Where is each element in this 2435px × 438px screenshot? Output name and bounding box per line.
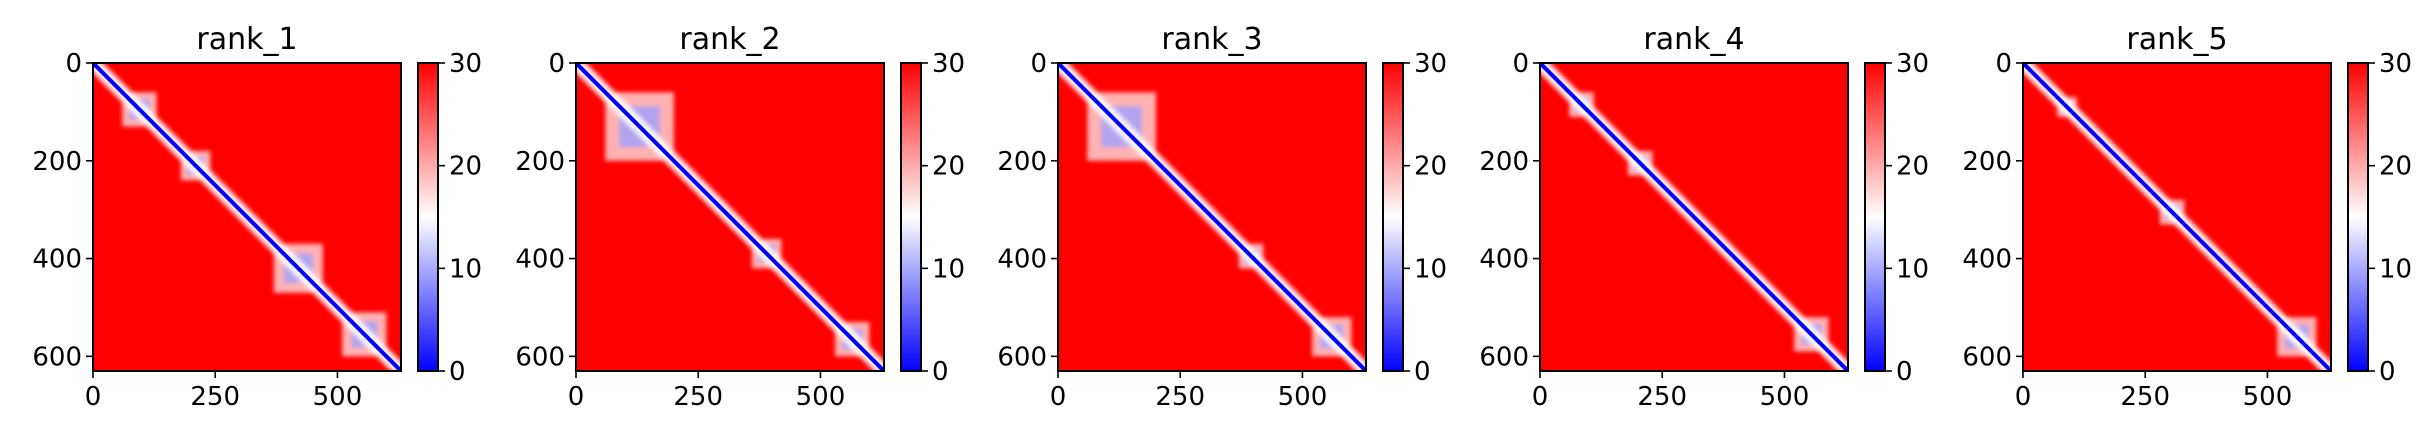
- plot-frame: [2022, 62, 2332, 372]
- y-tick-label: 400: [1479, 245, 1529, 275]
- y-tick-label: 0: [1512, 49, 1529, 79]
- colorbar-tick-label: 20: [932, 152, 965, 182]
- x-tick-label: 250: [2120, 382, 2170, 412]
- colorbar-tick-label: 0: [1414, 357, 1431, 387]
- colorbar-frame: [1864, 62, 1886, 372]
- x-tick-label: 500: [313, 382, 363, 412]
- y-tick-label: 600: [32, 342, 82, 372]
- diagonal-line: [1540, 63, 1848, 371]
- x-tick-label: 500: [1760, 382, 1810, 412]
- x-tick-label: 0: [568, 382, 585, 412]
- x-tick-label: 0: [1050, 382, 1067, 412]
- colorbar: [1865, 63, 1885, 371]
- colorbar-tick-label: 30: [449, 49, 482, 79]
- colorbar: [418, 63, 438, 371]
- x-tick-label: 500: [2243, 382, 2293, 412]
- y-tick-label: 600: [515, 342, 565, 372]
- plot-frame: [1539, 62, 1849, 372]
- x-tick-label: 500: [1278, 382, 1328, 412]
- diagonal-line: [576, 63, 884, 371]
- colorbar-frame: [2347, 62, 2369, 372]
- colorbar-tick-label: 20: [1896, 152, 1929, 182]
- y-tick-label: 600: [1962, 342, 2012, 372]
- y-tick-label: 200: [1479, 147, 1529, 177]
- x-tick-label: 0: [2015, 382, 2032, 412]
- panel-title: rank_4: [1643, 22, 1744, 57]
- colorbar-tick-label: 20: [449, 152, 482, 182]
- heatmap-image: [576, 63, 884, 371]
- x-tick-label: 0: [85, 382, 102, 412]
- plot-frame: [1057, 62, 1367, 372]
- colorbar-tick-label: 30: [1896, 49, 1929, 79]
- colorbar-frame: [1382, 62, 1404, 372]
- y-tick-label: 400: [1962, 245, 2012, 275]
- colorbar-tick-label: 0: [449, 357, 466, 387]
- colorbar-tick-label: 0: [932, 357, 949, 387]
- x-tick-label: 500: [796, 382, 846, 412]
- diagonal-line: [2023, 63, 2331, 371]
- colorbar-tick-label: 20: [1414, 152, 1447, 182]
- x-tick-label: 250: [190, 382, 240, 412]
- heatmap-image: [93, 63, 401, 371]
- y-tick-label: 400: [515, 245, 565, 275]
- y-tick-label: 200: [1962, 147, 2012, 177]
- plot-frame: [575, 62, 885, 372]
- colorbar-tick-label: 30: [2379, 49, 2412, 79]
- colorbar-frame: [900, 62, 922, 372]
- plot-frame: [92, 62, 402, 372]
- diagonal-line: [93, 63, 401, 371]
- y-tick-label: 0: [1030, 49, 1047, 79]
- colorbar-tick-label: 10: [932, 254, 965, 284]
- y-tick-label: 400: [997, 245, 1047, 275]
- panel-title: rank_1: [196, 22, 297, 57]
- colorbar-tick-label: 30: [932, 49, 965, 79]
- colorbar: [901, 63, 921, 371]
- diagonal-line: [1058, 63, 1366, 371]
- y-tick-label: 0: [65, 49, 82, 79]
- colorbar-frame: [417, 62, 439, 372]
- heatmap-image: [1540, 63, 1848, 371]
- colorbar: [2348, 63, 2368, 371]
- panel-title: rank_5: [2126, 22, 2227, 57]
- y-tick-label: 200: [32, 147, 82, 177]
- colorbar-tick-label: 30: [1414, 49, 1447, 79]
- y-tick-label: 0: [1995, 49, 2012, 79]
- x-tick-label: 250: [1637, 382, 1687, 412]
- y-tick-label: 200: [997, 147, 1047, 177]
- colorbar: [1383, 63, 1403, 371]
- heatmap-image: [1058, 63, 1366, 371]
- x-tick-label: 0: [1532, 382, 1549, 412]
- x-tick-label: 250: [673, 382, 723, 412]
- y-tick-label: 600: [1479, 342, 1529, 372]
- heatmap-image: [2023, 63, 2331, 371]
- colorbar-tick-label: 10: [1896, 254, 1929, 284]
- colorbar-tick-label: 10: [1414, 254, 1447, 284]
- colorbar-tick-label: 0: [2379, 357, 2396, 387]
- colorbar-tick-label: 10: [2379, 254, 2412, 284]
- panel-title: rank_2: [679, 22, 780, 57]
- y-tick-label: 0: [548, 49, 565, 79]
- panel-title: rank_3: [1161, 22, 1262, 57]
- y-tick-label: 200: [515, 147, 565, 177]
- y-tick-label: 600: [997, 342, 1047, 372]
- x-tick-label: 250: [1155, 382, 1205, 412]
- colorbar-tick-label: 10: [449, 254, 482, 284]
- colorbar-tick-label: 20: [2379, 152, 2412, 182]
- y-tick-label: 400: [32, 245, 82, 275]
- colorbar-tick-label: 0: [1896, 357, 1913, 387]
